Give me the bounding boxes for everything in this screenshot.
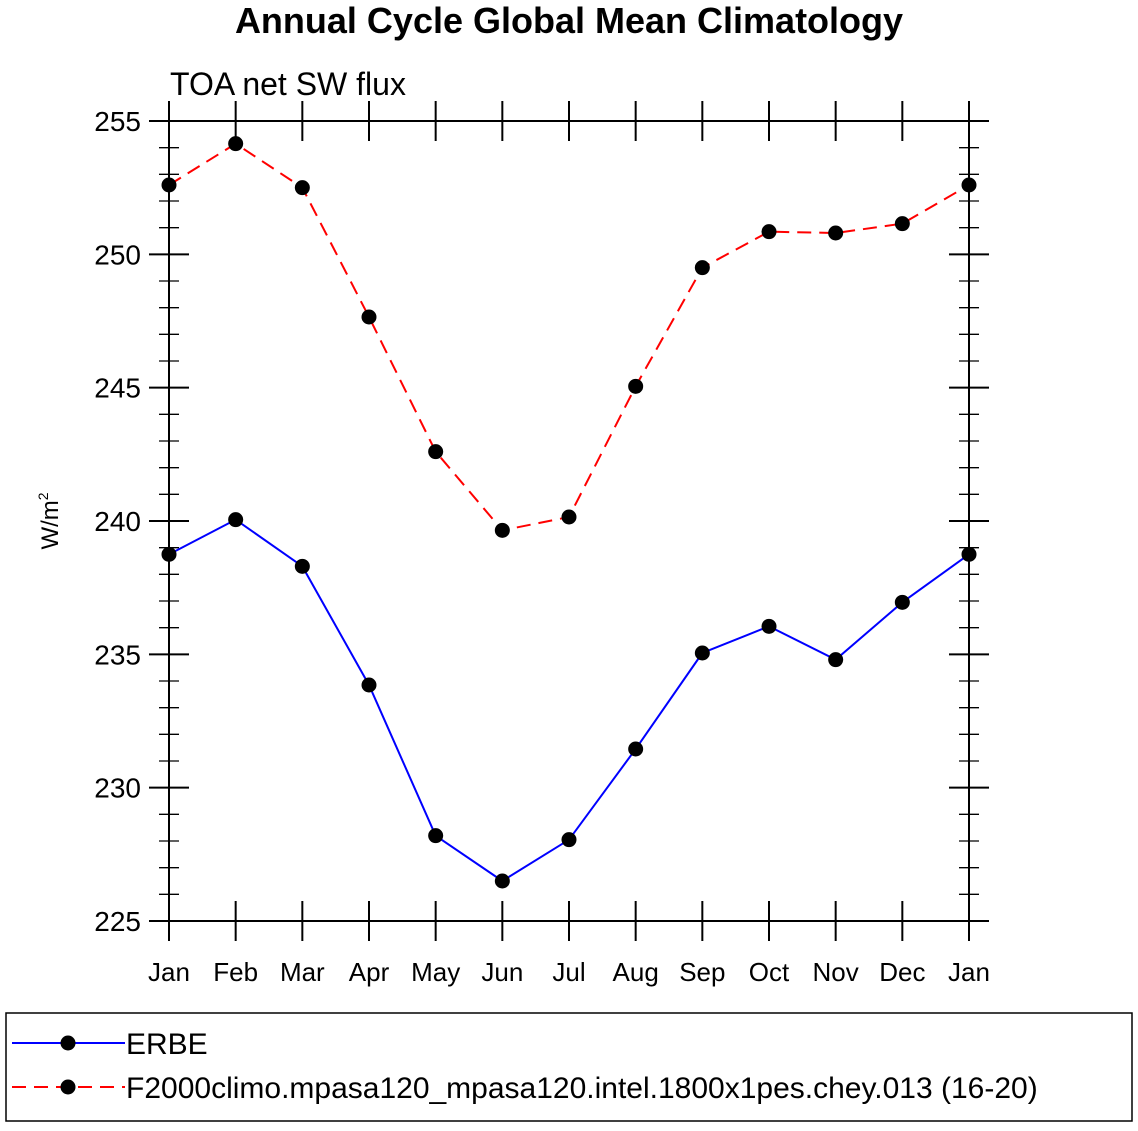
legend-marker-0 (60, 1035, 76, 1051)
series-1-point (761, 224, 777, 240)
x-tick-label: Jan (948, 957, 990, 987)
x-tick-label: Oct (749, 957, 790, 987)
x-tick-labels: Jan Feb Mar Apr May Jun Jul Aug Sep Oct Nov Dec Jan (148, 957, 990, 987)
series-0-point (761, 618, 777, 634)
series-0-point (428, 828, 444, 844)
y-tick-label: 225 (94, 906, 141, 937)
series-0-point (828, 652, 844, 668)
plot-frame (168, 120, 970, 922)
y-tick-label: 230 (94, 773, 141, 804)
legend-label-1: F2000climo.mpasa120_mpasa120.intel.1800x… (126, 1072, 1038, 1105)
series-0-point (494, 873, 510, 889)
y-axis-label-text: W/m (37, 500, 64, 549)
y-tick-label: 235 (94, 639, 141, 670)
series-1-point (428, 444, 444, 460)
y-tick-label: 240 (94, 506, 141, 537)
x-tick-label: Aug (613, 957, 659, 987)
series-1-point (894, 216, 910, 232)
y-tick-label: 250 (94, 239, 141, 270)
y-tick-label: 255 (94, 106, 141, 137)
series-line-0 (168, 518, 970, 883)
legend-label-0: ERBE (126, 1028, 208, 1061)
legend-box (5, 1012, 1133, 1122)
series-0-point (294, 558, 310, 574)
y-axis-label: W/m2 (35, 492, 64, 549)
x-tick-label: Feb (213, 957, 258, 987)
x-tick-label: Jun (481, 957, 523, 987)
x-tick-label: Apr (349, 957, 390, 987)
series-line-1 (168, 142, 970, 532)
series-1-point (828, 225, 844, 241)
series-0-point (628, 741, 644, 757)
series-0-point (894, 594, 910, 610)
legend-marker-1 (60, 1079, 76, 1095)
series-1-point (628, 378, 644, 394)
y-tick-label: 245 (94, 373, 141, 404)
x-tick-label: Sep (679, 957, 725, 987)
x-tick-label: Jan (148, 957, 190, 987)
series-1-point (294, 180, 310, 196)
series-0-point (228, 512, 244, 528)
series-0-point (561, 832, 577, 848)
x-tick-label: Nov (813, 957, 859, 987)
x-tick-label: Dec (879, 957, 925, 987)
legend: ERBE F2000climo.mpasa120_mpasa120.intel.1… (5, 1012, 1133, 1122)
series-0-point (361, 677, 377, 693)
chart-subtitle: TOA net SW flux (170, 66, 406, 102)
legend-items: ERBE F2000climo.mpasa120_mpasa120.intel.1… (12, 1028, 1038, 1105)
x-tick-label: May (411, 957, 460, 987)
series-1-point (361, 309, 377, 325)
series-1-point (228, 136, 244, 152)
y-tick-labels: 225 230 235 240 245 250 255 (94, 106, 141, 937)
x-tick-label: Jul (552, 957, 585, 987)
y-axis-label-superscript: 2 (35, 492, 51, 500)
series-layer (161, 136, 977, 889)
series-1-point (694, 260, 710, 276)
series-1-point (561, 509, 577, 525)
series-1-point (494, 522, 510, 538)
chart-title: Annual Cycle Global Mean Climatology (235, 0, 903, 41)
series-0-point (694, 645, 710, 661)
x-tick-label: Mar (280, 957, 325, 987)
